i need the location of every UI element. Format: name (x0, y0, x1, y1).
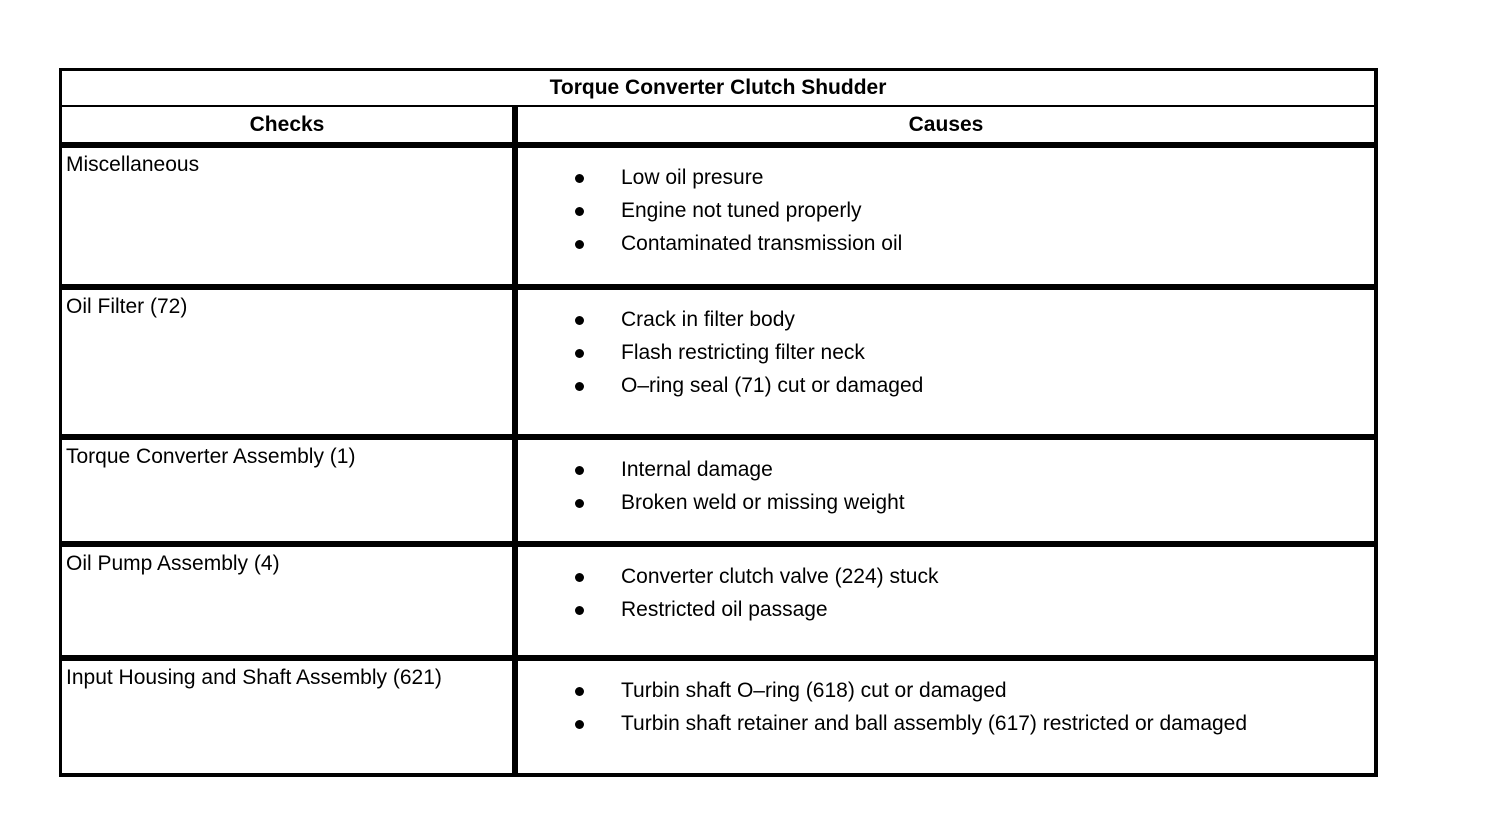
table-row: Miscellaneous Low oil presure Engine not t… (62, 148, 1374, 290)
causes-cell: Crack in filter body Flash restricting fi… (518, 290, 1374, 434)
causes-list: Crack in filter body Flash restricting fi… (518, 290, 1374, 402)
check-cell: Miscellaneous (62, 148, 518, 284)
causes-list: Turbin shaft O–ring (618) cut or damaged… (518, 661, 1374, 740)
diagnosis-table: Torque Converter Clutch Shudder Checks C… (59, 68, 1378, 777)
column-header-causes: Causes (908, 112, 984, 136)
causes-cell: Converter clutch valve (224) stuck Restri… (518, 547, 1374, 655)
check-cell: Oil Filter (72) (62, 290, 518, 434)
table-header-row: Checks Causes (62, 107, 1374, 148)
cause-item: Flash restricting filter neck (518, 336, 1370, 369)
table-row: Torque Converter Assembly (1) Internal da… (62, 440, 1374, 547)
table-row: Oil Pump Assembly (4) Converter clutch va… (62, 547, 1374, 661)
cause-item: Converter clutch valve (224) stuck (518, 560, 1370, 593)
check-cell: Input Housing and Shaft Assembly (621) (62, 661, 518, 773)
causes-cell: Turbin shaft O–ring (618) cut or damaged… (518, 661, 1374, 773)
causes-cell: Low oil presure Engine not tuned properly… (518, 148, 1374, 284)
causes-cell: Internal damage Broken weld or missing we… (518, 440, 1374, 541)
check-cell: Oil Pump Assembly (4) (62, 547, 518, 655)
table-body: Miscellaneous Low oil presure Engine not t… (62, 148, 1374, 773)
causes-list: Internal damage Broken weld or missing we… (518, 440, 1374, 519)
cause-item: Contaminated transmission oil (518, 227, 1370, 260)
table-title: Torque Converter Clutch Shudder (62, 71, 1374, 107)
check-cell: Torque Converter Assembly (1) (62, 440, 518, 541)
cause-item: Turbin shaft O–ring (618) cut or damaged (518, 674, 1370, 707)
cause-item: Engine not tuned properly (518, 194, 1370, 227)
causes-list: Low oil presure Engine not tuned properly… (518, 148, 1374, 260)
cause-item: Broken weld or missing weight (518, 486, 1370, 519)
cause-item: Crack in filter body (518, 303, 1370, 336)
causes-list: Converter clutch valve (224) stuck Restri… (518, 547, 1374, 626)
cause-item: Turbin shaft retainer and ball assembly … (518, 707, 1370, 740)
cause-item: Low oil presure (518, 161, 1370, 194)
table-row: Oil Filter (72) Crack in filter body Flash… (62, 290, 1374, 440)
cause-item: Restricted oil passage (518, 593, 1370, 626)
table-row: Input Housing and Shaft Assembly (621) Tu… (62, 661, 1374, 773)
cause-item: Internal damage (518, 453, 1370, 486)
cause-item: O–ring seal (71) cut or damaged (518, 369, 1370, 402)
column-header-checks: Checks (62, 107, 518, 142)
